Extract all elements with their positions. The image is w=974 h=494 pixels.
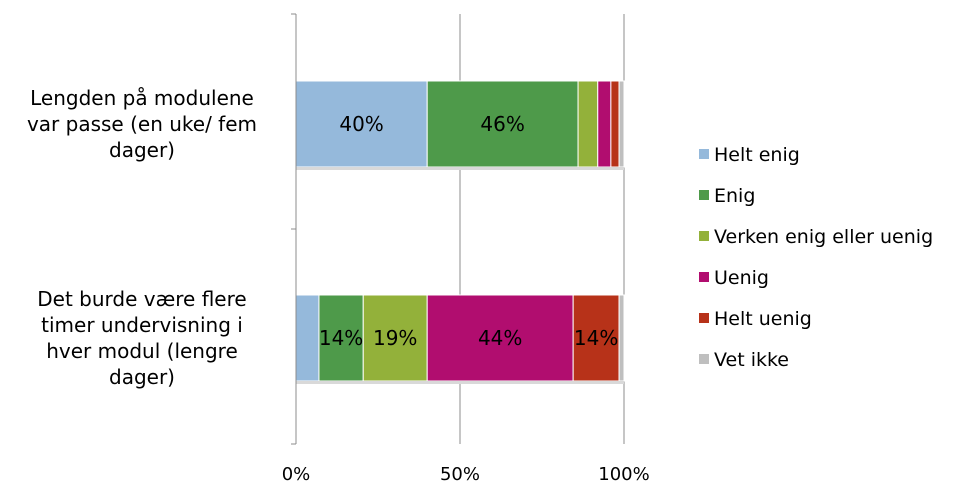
- bar-segment-verken-enig-eller-uenig: [362, 294, 428, 382]
- bar-segment-vet-ikke: [618, 80, 625, 168]
- category-label: dager): [109, 138, 175, 162]
- bar-segment-vet-ikke: [618, 294, 625, 382]
- legend-label: Helt enig: [714, 144, 800, 166]
- legend-label: Verken enig eller uenig: [714, 226, 933, 248]
- bar-segment-uenig: [426, 294, 574, 382]
- category-label: Lengden på modulene: [30, 86, 254, 110]
- category-label: Det burde være flere: [37, 287, 246, 311]
- legend: Helt enig Enig Verken enig eller uenig Ueni…: [699, 144, 933, 371]
- bar-segment-helt-uenig: [610, 80, 620, 168]
- category-label: timer undervisning i: [41, 313, 243, 337]
- legend-label: Uenig: [714, 267, 769, 289]
- legend-label: Enig: [714, 185, 755, 207]
- legend-label: Vet ikke: [714, 349, 789, 371]
- bar-segment-helt-uenig: [572, 294, 620, 382]
- legend-swatch: [699, 272, 709, 282]
- bar-shadow: [296, 167, 624, 170]
- legend-swatch: [699, 190, 709, 200]
- x-tick-label: 50%: [440, 464, 480, 485]
- bars: [295, 80, 625, 384]
- x-tick-label: 0%: [282, 464, 311, 485]
- legend-swatch: [699, 149, 709, 159]
- bar-shadow: [296, 381, 624, 384]
- legend-swatch: [699, 354, 709, 364]
- bar-segment-verken-enig-eller-uenig: [577, 80, 599, 168]
- data-label: 14%: [319, 326, 363, 350]
- bar-segment-enig: [426, 80, 579, 168]
- category-label: dager): [109, 365, 175, 389]
- data-label: 40%: [339, 112, 383, 136]
- data-label: 14%: [574, 326, 618, 350]
- category-label: hver modul (lengre: [46, 339, 238, 363]
- legend-label: Helt uenig: [714, 308, 812, 330]
- x-tick-label: 100%: [598, 464, 649, 485]
- data-label: 19%: [373, 326, 417, 350]
- data-label: 44%: [478, 326, 522, 350]
- axes: 0% 50% 100%: [282, 13, 650, 485]
- bar-segment-helt-enig: [295, 294, 320, 382]
- bar-segment-uenig: [597, 80, 612, 168]
- category-label: var passe (en uke/ fem: [27, 112, 257, 136]
- legend-swatch: [699, 231, 709, 241]
- data-label: 46%: [480, 112, 524, 136]
- legend-swatch: [699, 313, 709, 323]
- bar-segment-enig: [318, 294, 364, 382]
